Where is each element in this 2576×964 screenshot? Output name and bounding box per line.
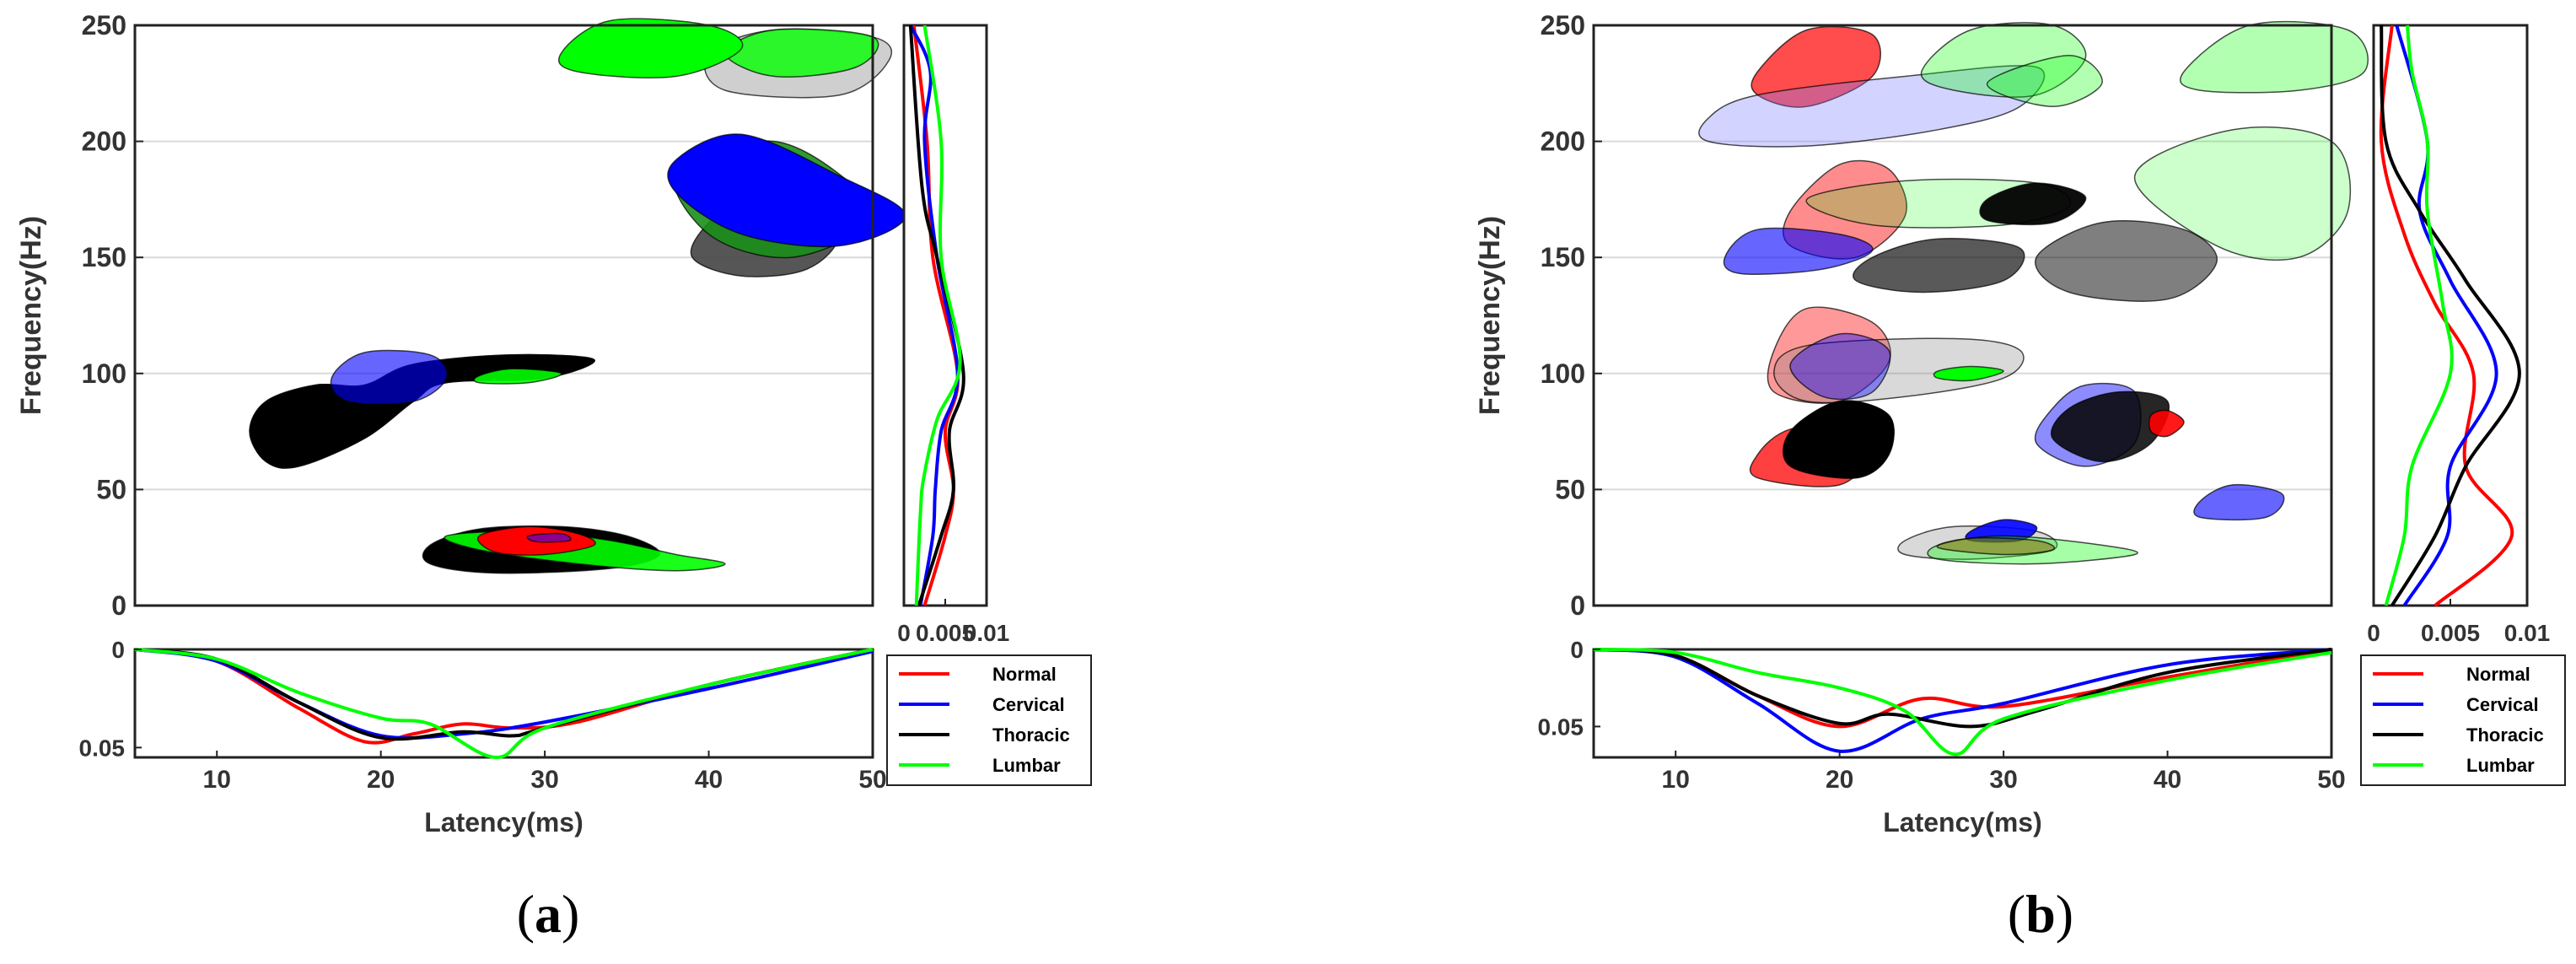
legend-label: Cervical xyxy=(2466,694,2539,715)
contour-region xyxy=(1783,400,1895,479)
contour-region xyxy=(1767,306,1891,404)
side-series-normal xyxy=(2379,24,2514,607)
bottom-series-lumbar xyxy=(134,648,874,760)
ytick-label: 250 xyxy=(1541,10,1585,40)
contour-region xyxy=(1920,22,2087,98)
contour-region xyxy=(1773,337,2025,404)
bottom-series-thoracic xyxy=(1593,648,2332,729)
contour-region xyxy=(2148,409,2185,438)
main-axes-frame xyxy=(1592,24,2333,607)
xtick-label: 10 xyxy=(203,766,231,794)
contour-region xyxy=(2133,127,2352,261)
panel-label-open: ( xyxy=(2008,884,2025,944)
side-xtick-label: 0.005 xyxy=(2421,620,2480,646)
panel-label-open: ( xyxy=(517,884,535,944)
xtick-label: 30 xyxy=(1989,766,2017,794)
contour-region xyxy=(1789,332,1891,401)
xtick-label: 50 xyxy=(2317,766,2345,794)
x-axis-title: Latency(ms) xyxy=(1883,807,2042,837)
contour-region xyxy=(1853,238,2025,294)
legend-label: Thoracic xyxy=(2466,724,2544,746)
contour-region xyxy=(526,532,572,543)
x-axis-title: Latency(ms) xyxy=(424,807,583,837)
contour-region xyxy=(724,28,879,78)
legend-label: Lumbar xyxy=(992,755,1061,776)
main-axes-frame xyxy=(133,24,874,607)
ytick-label: 100 xyxy=(82,358,126,389)
legend-label: Cervical xyxy=(992,694,1065,715)
ytick-label: 100 xyxy=(1541,358,1585,389)
panel-label-close: ) xyxy=(562,884,579,944)
ytick-label: 0 xyxy=(1570,590,1585,621)
xtick-label: 40 xyxy=(2154,766,2181,794)
side-xtick-label: 0.005 xyxy=(916,620,975,646)
ytick-label: 50 xyxy=(96,474,126,504)
panel-label-letter: a xyxy=(535,884,562,944)
contour-region xyxy=(1933,365,2004,382)
legend-label: Normal xyxy=(2466,664,2530,685)
bottom-series-cervical xyxy=(1593,648,2332,753)
panel-label: (b) xyxy=(2008,884,2073,944)
xtick-label: 20 xyxy=(1826,766,1853,794)
side-series-thoracic xyxy=(2380,24,2521,607)
bottom-ytick-label: 0.05 xyxy=(79,735,126,761)
main-plot-area xyxy=(135,25,873,606)
side-series-lumbar xyxy=(2384,24,2454,606)
bottom-axes-frame xyxy=(133,648,874,759)
legend: Normal Cervical Thoracic Lumbar xyxy=(2360,654,2566,786)
y-axis-title: Frequency(Hz) xyxy=(15,216,47,415)
panel-label: (a) xyxy=(517,884,580,944)
contour-region xyxy=(2035,220,2218,302)
contour-region xyxy=(2051,390,2170,463)
contour-region xyxy=(249,353,595,469)
y-axis-title: Frequency(Hz) xyxy=(1474,216,1506,415)
contour-region xyxy=(557,18,744,78)
panel-b: 0 50 100 150 200 250 Frequency(Hz) 0 0.005 0.01 0 0… xyxy=(1474,10,2566,944)
legend-label: Normal xyxy=(992,664,1057,685)
legend-label: Thoracic xyxy=(992,724,1070,746)
side-xtick-label: 0 xyxy=(2367,620,2380,646)
contour-region xyxy=(1979,182,2087,226)
bottom-ytick-label: 0 xyxy=(111,637,125,663)
ytick-label: 0 xyxy=(111,590,126,621)
side-xtick-label: 0.01 xyxy=(964,620,1010,646)
xtick-label: 30 xyxy=(530,766,558,794)
contour-region xyxy=(1698,65,2046,148)
panel-label-letter: b xyxy=(2025,884,2056,944)
legend: Normal Cervical Thoracic Lumbar xyxy=(886,654,1092,786)
bottom-series-lumbar xyxy=(1593,648,2332,757)
contour-region xyxy=(1986,55,2103,108)
legend-label: Lumbar xyxy=(2466,755,2535,776)
xtick-label: 50 xyxy=(858,766,886,794)
contour-region xyxy=(473,368,562,385)
side-series-cervical xyxy=(908,24,960,606)
ytick-label: 150 xyxy=(1541,242,1585,272)
side-xtick-label: 0.01 xyxy=(2504,620,2551,646)
contour-region xyxy=(2193,483,2285,521)
contour-regions xyxy=(249,18,906,574)
side-xtick-label: 0 xyxy=(897,620,911,646)
bottom-ytick-label: 0.05 xyxy=(1538,714,1584,740)
ytick-label: 250 xyxy=(82,10,126,40)
xtick-label: 10 xyxy=(1662,766,1690,794)
contour-region xyxy=(330,349,448,405)
side-series-thoracic xyxy=(908,24,965,606)
xtick-label: 40 xyxy=(695,766,723,794)
ytick-label: 50 xyxy=(1555,474,1585,504)
contour-region xyxy=(667,133,906,248)
xtick-label: 20 xyxy=(367,766,395,794)
contour-region xyxy=(1936,536,2056,556)
ytick-label: 200 xyxy=(1541,127,1585,157)
contour-regions xyxy=(1698,20,2369,565)
contour-region xyxy=(1723,227,1874,275)
ytick-label: 150 xyxy=(82,242,126,272)
bottom-ytick-label: 0 xyxy=(1570,637,1584,663)
panel-label-close: ) xyxy=(2056,884,2073,944)
side-series-lumbar xyxy=(914,24,962,606)
ytick-label: 200 xyxy=(82,127,126,157)
